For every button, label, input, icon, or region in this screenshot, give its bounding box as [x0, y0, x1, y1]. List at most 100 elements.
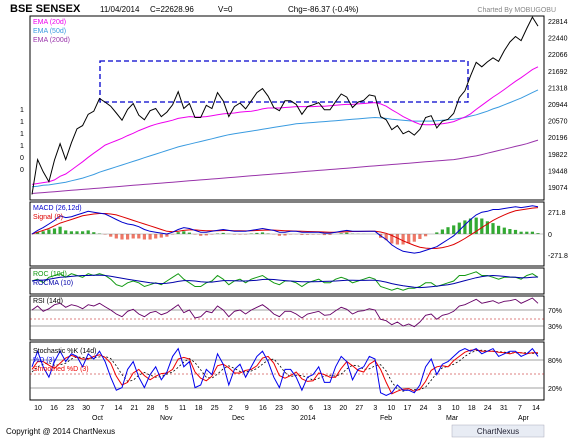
- price-plot: [31, 16, 539, 195]
- macd-histogram-bar: [390, 234, 394, 244]
- stoch-y-tick: 80%: [548, 358, 562, 365]
- stoch-legend-1: %D (3): [33, 357, 55, 364]
- macd-y-tick: 0: [548, 232, 552, 239]
- x-tick-label: 13: [323, 405, 331, 412]
- price-y-tick: 21318: [548, 85, 568, 92]
- macd-histogram-bar: [142, 234, 146, 240]
- price-y-tick: 22814: [548, 19, 568, 26]
- x-tick-label: 23: [66, 405, 74, 412]
- price-y-tick: 19448: [548, 168, 568, 175]
- rsi-panel: [29, 295, 545, 341]
- macd-histogram-bar: [114, 234, 118, 239]
- macd-histogram-bar: [75, 231, 79, 234]
- macd-histogram-bar: [86, 230, 90, 234]
- price-y-tick: 20570: [548, 119, 568, 126]
- x-tick-label: 14: [114, 405, 122, 412]
- x-tick-label: 28: [147, 405, 155, 412]
- macd-histogram-bar: [260, 232, 265, 234]
- macd-histogram-bar: [474, 217, 478, 234]
- macd-histogram-bar: [126, 234, 130, 240]
- percent-k-line: [31, 347, 539, 396]
- x-tick-label: 16: [50, 405, 58, 412]
- x-tick-label: 16: [259, 405, 267, 412]
- macd-histogram-bar: [131, 234, 135, 239]
- macd-histogram-bar: [109, 234, 113, 237]
- macd-histogram-bar: [322, 234, 326, 236]
- x-tick-label: 21: [130, 405, 138, 412]
- x-month-label: Apr: [518, 415, 530, 422]
- macd-histogram-bar: [266, 233, 270, 234]
- x-tick-label: 6: [309, 405, 313, 412]
- macd-histogram-bar: [424, 234, 428, 237]
- macd-histogram-bar: [497, 225, 501, 234]
- x-month-label: 2014: [300, 415, 316, 422]
- macd-histogram-bar: [513, 229, 518, 234]
- macd-histogram-bar: [468, 218, 473, 234]
- macd-histogram-bar: [103, 234, 107, 235]
- macd-histogram-bar: [446, 227, 450, 234]
- stoch-legend-0: Stochastic %K (14d): [33, 348, 96, 355]
- rsi-legend-0: RSI (14d): [33, 298, 63, 305]
- rocma-line: [31, 274, 539, 289]
- price-left-tick: 1: [20, 131, 24, 138]
- macd-histogram-bar: [221, 232, 225, 234]
- macd-histogram-bar: [215, 233, 220, 234]
- x-tick-label: 18: [195, 405, 203, 412]
- x-tick-label: 7: [100, 405, 104, 412]
- x-tick-label: 27: [355, 405, 363, 412]
- macd-histogram-bar: [277, 234, 281, 236]
- ema-20-line: [31, 66, 539, 185]
- macd-histogram-bar: [171, 234, 175, 235]
- x-tick-label: 20: [339, 405, 347, 412]
- x-tick-label: 24: [420, 405, 428, 412]
- price-line: [31, 16, 539, 195]
- x-tick-label: 24: [484, 405, 492, 412]
- macd-legend-1: Signal (9): [33, 214, 63, 221]
- macd-histogram-bar: [255, 232, 259, 234]
- x-tick-label: 5: [165, 405, 169, 412]
- x-tick-label: 3: [438, 405, 442, 412]
- price-legend-1: EMA (50d): [33, 28, 66, 35]
- close-label: C=22628.96: [150, 5, 194, 14]
- macd-histogram-bar: [300, 234, 304, 235]
- macd-histogram-bar: [210, 234, 214, 235]
- macd-histogram-bar: [64, 230, 68, 234]
- macd-line: [31, 205, 539, 254]
- price-left-tick: 1: [20, 119, 24, 126]
- macd-histogram-bar: [530, 231, 534, 234]
- macd-histogram-bar: [395, 234, 399, 245]
- price-left-tick: 1: [20, 107, 24, 114]
- macd-histogram-bar: [305, 234, 310, 235]
- chart-title: BSE SENSEX: [10, 3, 81, 15]
- price-y-tick: 19074: [548, 185, 568, 192]
- macd-histogram-bar: [47, 229, 51, 234]
- price-y-tick: 20196: [548, 135, 568, 142]
- price-panel: [29, 15, 545, 201]
- macd-histogram-bar: [249, 233, 253, 234]
- x-month-label: Nov: [160, 415, 173, 422]
- charted-by-label: Charted By MOBUGOBU: [477, 7, 556, 14]
- macd-histogram-bar: [463, 220, 467, 234]
- x-month-label: Mar: [446, 415, 459, 422]
- x-tick-label: 3: [373, 405, 377, 412]
- macd-histogram-bar: [148, 234, 152, 240]
- stoch-panel: [29, 341, 545, 401]
- macd-histogram-bar: [491, 223, 495, 234]
- rsi-plot: [31, 297, 539, 328]
- macd-histogram-bar: [457, 222, 461, 234]
- macd-histogram-bar: [452, 225, 456, 234]
- x-tick-label: 2: [229, 405, 233, 412]
- macd-histogram-bar: [199, 234, 203, 236]
- macd-histogram-bar: [412, 234, 416, 242]
- macd-histogram-bar: [97, 233, 102, 234]
- brand-label: ChartNexus: [477, 427, 519, 436]
- price-y-tick: 22440: [548, 36, 568, 43]
- change-label: Chg=-86.37 (-0.4%): [288, 5, 359, 14]
- macd-y-tick: -271.8: [548, 253, 568, 260]
- price-y-tick: 19822: [548, 152, 568, 159]
- macd-histogram-bar: [232, 234, 236, 235]
- macd-plot: [30, 205, 544, 254]
- macd-histogram-bar: [176, 232, 180, 234]
- macd-histogram-bar: [328, 234, 332, 235]
- macd-histogram-bar: [525, 231, 529, 234]
